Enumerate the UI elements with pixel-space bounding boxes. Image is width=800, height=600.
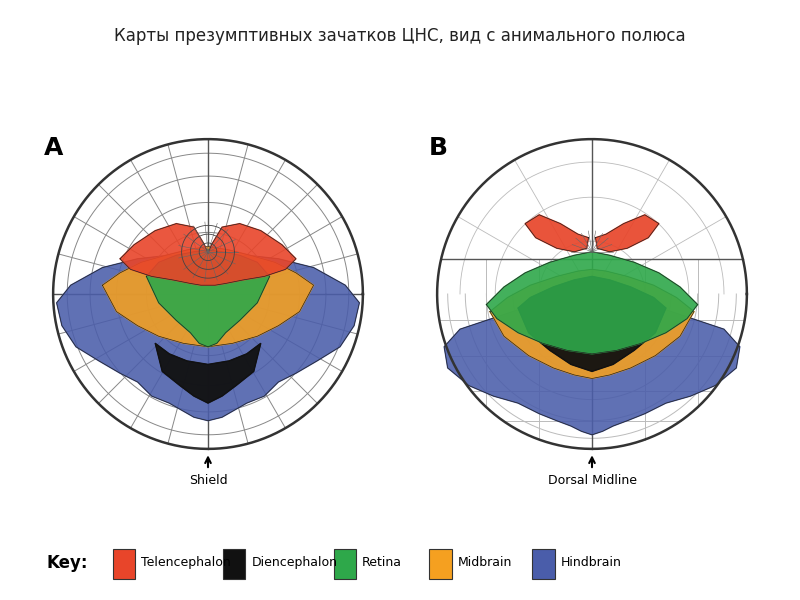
Polygon shape bbox=[490, 269, 694, 379]
Polygon shape bbox=[120, 224, 296, 285]
Text: Hindbrain: Hindbrain bbox=[561, 556, 622, 569]
Text: Key:: Key: bbox=[46, 554, 88, 572]
Bar bbox=[334, 549, 356, 579]
Polygon shape bbox=[155, 343, 261, 403]
Text: Карты презумптивных зачатков ЦНС, вид с анимального полюса: Карты презумптивных зачатков ЦНС, вид с … bbox=[114, 27, 686, 45]
Text: Midbrain: Midbrain bbox=[458, 556, 512, 569]
Bar bbox=[223, 549, 246, 579]
Text: B: B bbox=[428, 136, 447, 160]
Polygon shape bbox=[595, 215, 659, 252]
Text: Telencephalon: Telencephalon bbox=[141, 556, 230, 569]
Bar bbox=[533, 549, 554, 579]
Polygon shape bbox=[57, 255, 359, 421]
Text: Dorsal Midline: Dorsal Midline bbox=[547, 473, 637, 487]
Polygon shape bbox=[444, 294, 740, 435]
Bar bbox=[113, 549, 135, 579]
Text: Diencephalon: Diencephalon bbox=[251, 556, 338, 569]
Polygon shape bbox=[525, 215, 589, 252]
Bar bbox=[430, 549, 451, 579]
Polygon shape bbox=[518, 277, 666, 371]
Text: A: A bbox=[44, 136, 64, 160]
Text: Retina: Retina bbox=[362, 556, 402, 569]
Text: Shield: Shield bbox=[189, 473, 227, 487]
Polygon shape bbox=[486, 252, 698, 354]
Polygon shape bbox=[146, 250, 270, 347]
Polygon shape bbox=[102, 247, 314, 347]
